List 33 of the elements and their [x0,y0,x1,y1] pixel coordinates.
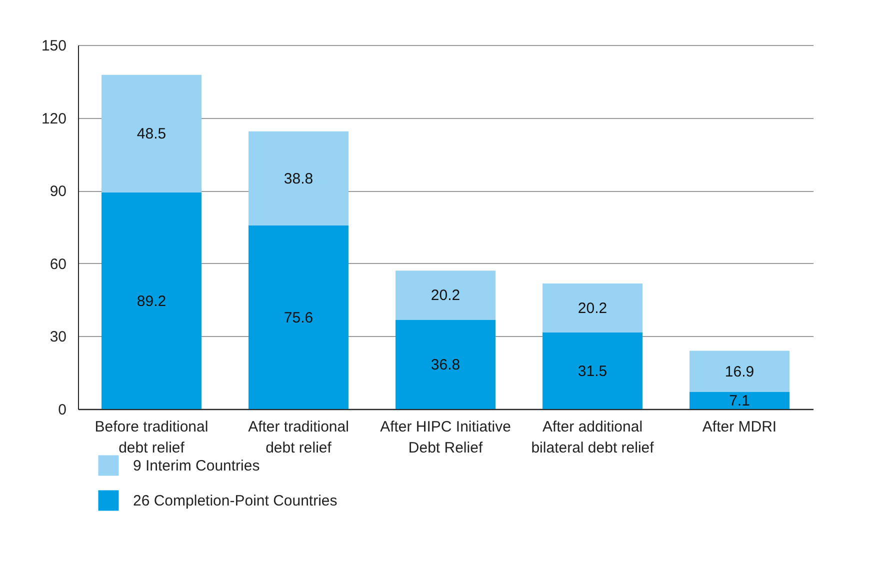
bar [396,320,496,409]
bar [248,226,348,409]
legend-label: 26 Completion-Point Countries [133,492,338,510]
bar [396,270,496,320]
bar [102,192,202,409]
x-tick-label: After traditional debt relief [248,418,349,456]
y-tick-label: 0 [58,402,66,418]
data-label: 20.2 [430,287,460,304]
x-tick-label: After additional bilateral debt relief [531,418,655,456]
data-label: 7.1 [729,392,750,410]
bar [102,74,202,193]
bar [690,350,790,392]
y-tick-label: 60 [50,256,66,273]
legend-label: 9 Interim Countries [133,458,260,474]
data-label: 36.8 [430,356,460,374]
bar [542,284,642,333]
bar [690,392,790,409]
data-label: 89.2 [136,292,166,310]
data-label: 16.9 [724,363,754,380]
y-tick-label: 150 [41,38,66,54]
bar [542,332,642,409]
data-label: 38.8 [284,170,314,188]
y-tick-label: 90 [50,183,66,200]
data-label: 31.5 [578,362,608,380]
data-label: 20.2 [578,300,608,318]
y-tick-label: 120 [41,110,66,128]
data-label: 48.5 [136,126,166,143]
bar [248,131,348,226]
x-tick-label: After HIPC Initiative Debt Relief [380,418,511,456]
x-tick-label: After MDRI [702,418,777,436]
data-label: 75.6 [284,309,314,326]
x-tick-label: Before traditional debt relief [94,418,208,456]
y-tick-label: 30 [50,328,66,346]
